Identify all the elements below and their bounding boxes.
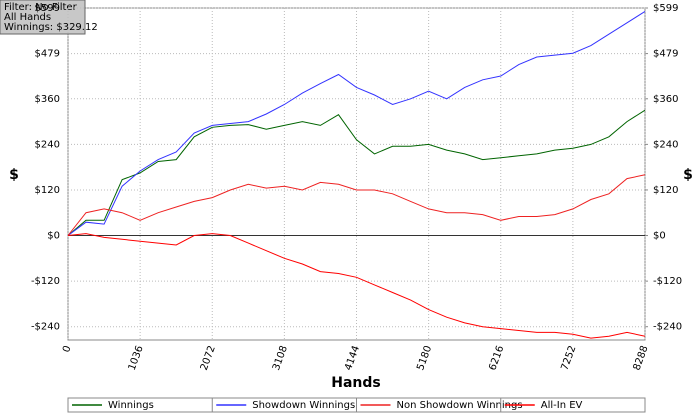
x-tick-label: 3108: [271, 344, 290, 372]
series-line: [67, 10, 646, 236]
y2-tick-label: -$120: [653, 276, 682, 287]
legend-label: Winnings: [108, 400, 154, 411]
series-line: [67, 233, 646, 339]
x-tick-label: 7252: [559, 344, 578, 372]
y-tick-label: $120: [35, 185, 60, 196]
y2-tick-label: $240: [653, 139, 678, 150]
y-tick-label: $599: [35, 3, 60, 14]
x-tick-label: 1036: [127, 344, 146, 372]
y2-tick-label: $479: [653, 49, 678, 60]
x-axis-label: Hands: [331, 375, 381, 391]
y2-tick-label: $0: [653, 231, 666, 242]
y-tick-label: $240: [35, 139, 60, 150]
x-tick-label: 5180: [415, 344, 434, 372]
info-line: All Hands: [4, 12, 51, 23]
y2-tick-label: $599: [653, 3, 678, 14]
legend-label: Non Showdown Winnings: [397, 400, 523, 411]
y2-axis-label: $: [683, 167, 693, 183]
info-line: Filter: No Filter: [4, 2, 78, 13]
x-tick-label: 6216: [487, 344, 506, 372]
x-tick-label: 4144: [343, 344, 362, 372]
x-tick-label: 0: [61, 344, 74, 354]
y-tick-label: -$240: [31, 322, 60, 333]
legend-label: Showdown Winnings: [252, 400, 355, 411]
y-tick-label: $0: [47, 231, 60, 242]
info-line: Winnings: $329.12: [4, 22, 98, 33]
legend-label: All-In EV: [541, 400, 583, 411]
y2-tick-label: -$240: [653, 322, 682, 333]
x-tick-label: 2072: [199, 344, 218, 372]
series-line: [67, 174, 646, 236]
series-line: [67, 109, 646, 236]
y-tick-label: $479: [35, 49, 60, 60]
y2-tick-label: $120: [653, 185, 678, 196]
x-tick-label: 8288: [632, 344, 651, 372]
info-box: [0, 0, 86, 35]
y2-tick-label: $360: [653, 94, 678, 105]
y-tick-label: -$120: [31, 276, 60, 287]
y-axis-label: $: [9, 167, 19, 183]
y-tick-label: $360: [35, 94, 60, 105]
